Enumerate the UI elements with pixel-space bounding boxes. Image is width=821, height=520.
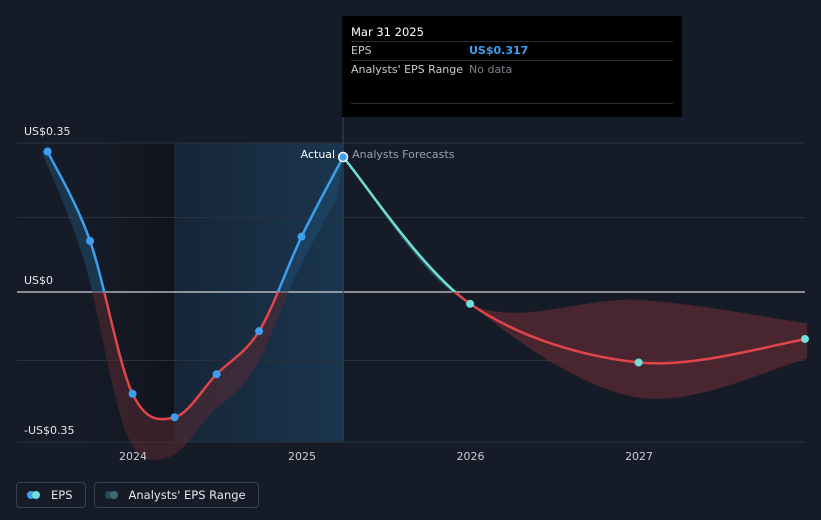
eps-actual-point [170,413,179,422]
tooltip-eps-value: US$0.317 [469,44,529,57]
x-tick-label: 2026 [457,450,485,463]
actual-range-band-negative [92,292,289,460]
y-tick-label: US$0 [24,274,53,287]
eps-actual-line-positive [46,150,345,292]
legend-eps-label: EPS [51,488,73,502]
tooltip-range-value: No data [469,63,513,76]
legend-range-label: Analysts' EPS Range [128,488,246,502]
eps-actual-point [297,232,306,241]
tooltip-spacer [351,79,673,104]
x-tick-label: 2024 [119,450,147,463]
range-bands [41,151,808,460]
x-tick-label: 2027 [625,450,653,463]
eps-forecast-point [466,299,475,308]
eps-actual-point [43,147,52,156]
hover-tooltip: Mar 31 2025 EPS US$0.317 Analysts' EPS R… [342,16,682,117]
tooltip-date: Mar 31 2025 [351,25,424,39]
tooltip-range-row: Analysts' EPS Range No data [351,60,673,79]
y-tick-label: -US$0.35 [24,424,75,437]
eps-forecast-point [801,334,809,343]
eps-actual-point [128,389,137,398]
tooltip-eps-row: EPS US$0.317 [351,41,673,60]
eps-forecast-line-negative [453,292,808,365]
eps-legend-icon [27,491,43,499]
eps-actual-point [212,370,221,379]
chart-legend: EPS Analysts' EPS Range [16,482,259,508]
tooltip-eps-label: EPS [351,44,372,57]
eps-points [43,147,809,422]
eps-forecast-line-positive [342,156,458,292]
legend-eps[interactable]: EPS [16,482,86,508]
eps-forecast-point [634,358,643,367]
actual-label: Actual [301,148,335,161]
eps-actual-point [337,151,349,163]
y-tick-label: US$0.35 [24,125,71,138]
eps-actual-line-negative [102,292,280,421]
tooltip-range-label: Analysts' EPS Range [351,63,464,76]
eps-actual-point [255,327,264,336]
x-tick-label: 2025 [288,450,316,463]
forecast-range-band-negative [451,292,808,399]
forecast-label: Analysts Forecasts [352,148,455,161]
eps-actual-point [86,236,95,245]
legend-range[interactable]: Analysts' EPS Range [93,482,259,508]
axis-labels: US$0.35 US$0 -US$0.35 2024 2025 2026 2027 Actua… [24,125,653,463]
eps-lines [46,150,808,421]
range-legend-icon [104,491,121,499]
